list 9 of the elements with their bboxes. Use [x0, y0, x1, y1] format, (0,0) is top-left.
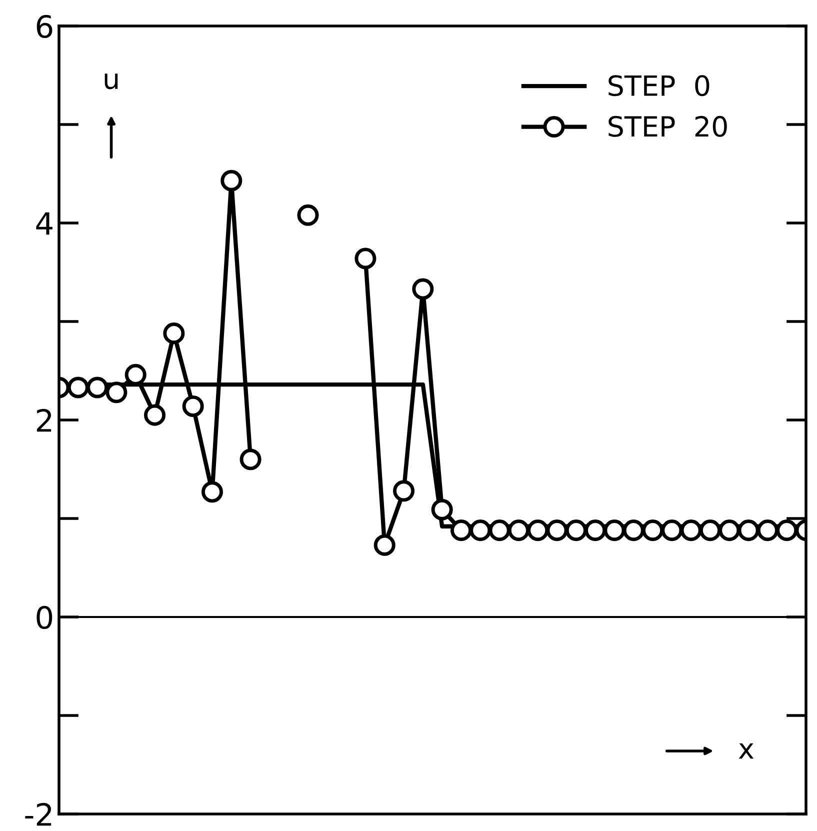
y-tick-label: 0: [36, 606, 52, 630]
legend-label: STEP 0: [608, 75, 710, 96]
y-tick-label: -2: [25, 802, 52, 826]
y-tick-label: 6: [36, 14, 52, 38]
legend-label: STEP 20: [608, 116, 727, 137]
x-axis-title: x: [738, 743, 754, 759]
y-axis-title: u: [104, 73, 118, 90]
y-tick-label: 2: [36, 408, 52, 432]
y-tick-label: 4: [36, 212, 52, 235]
